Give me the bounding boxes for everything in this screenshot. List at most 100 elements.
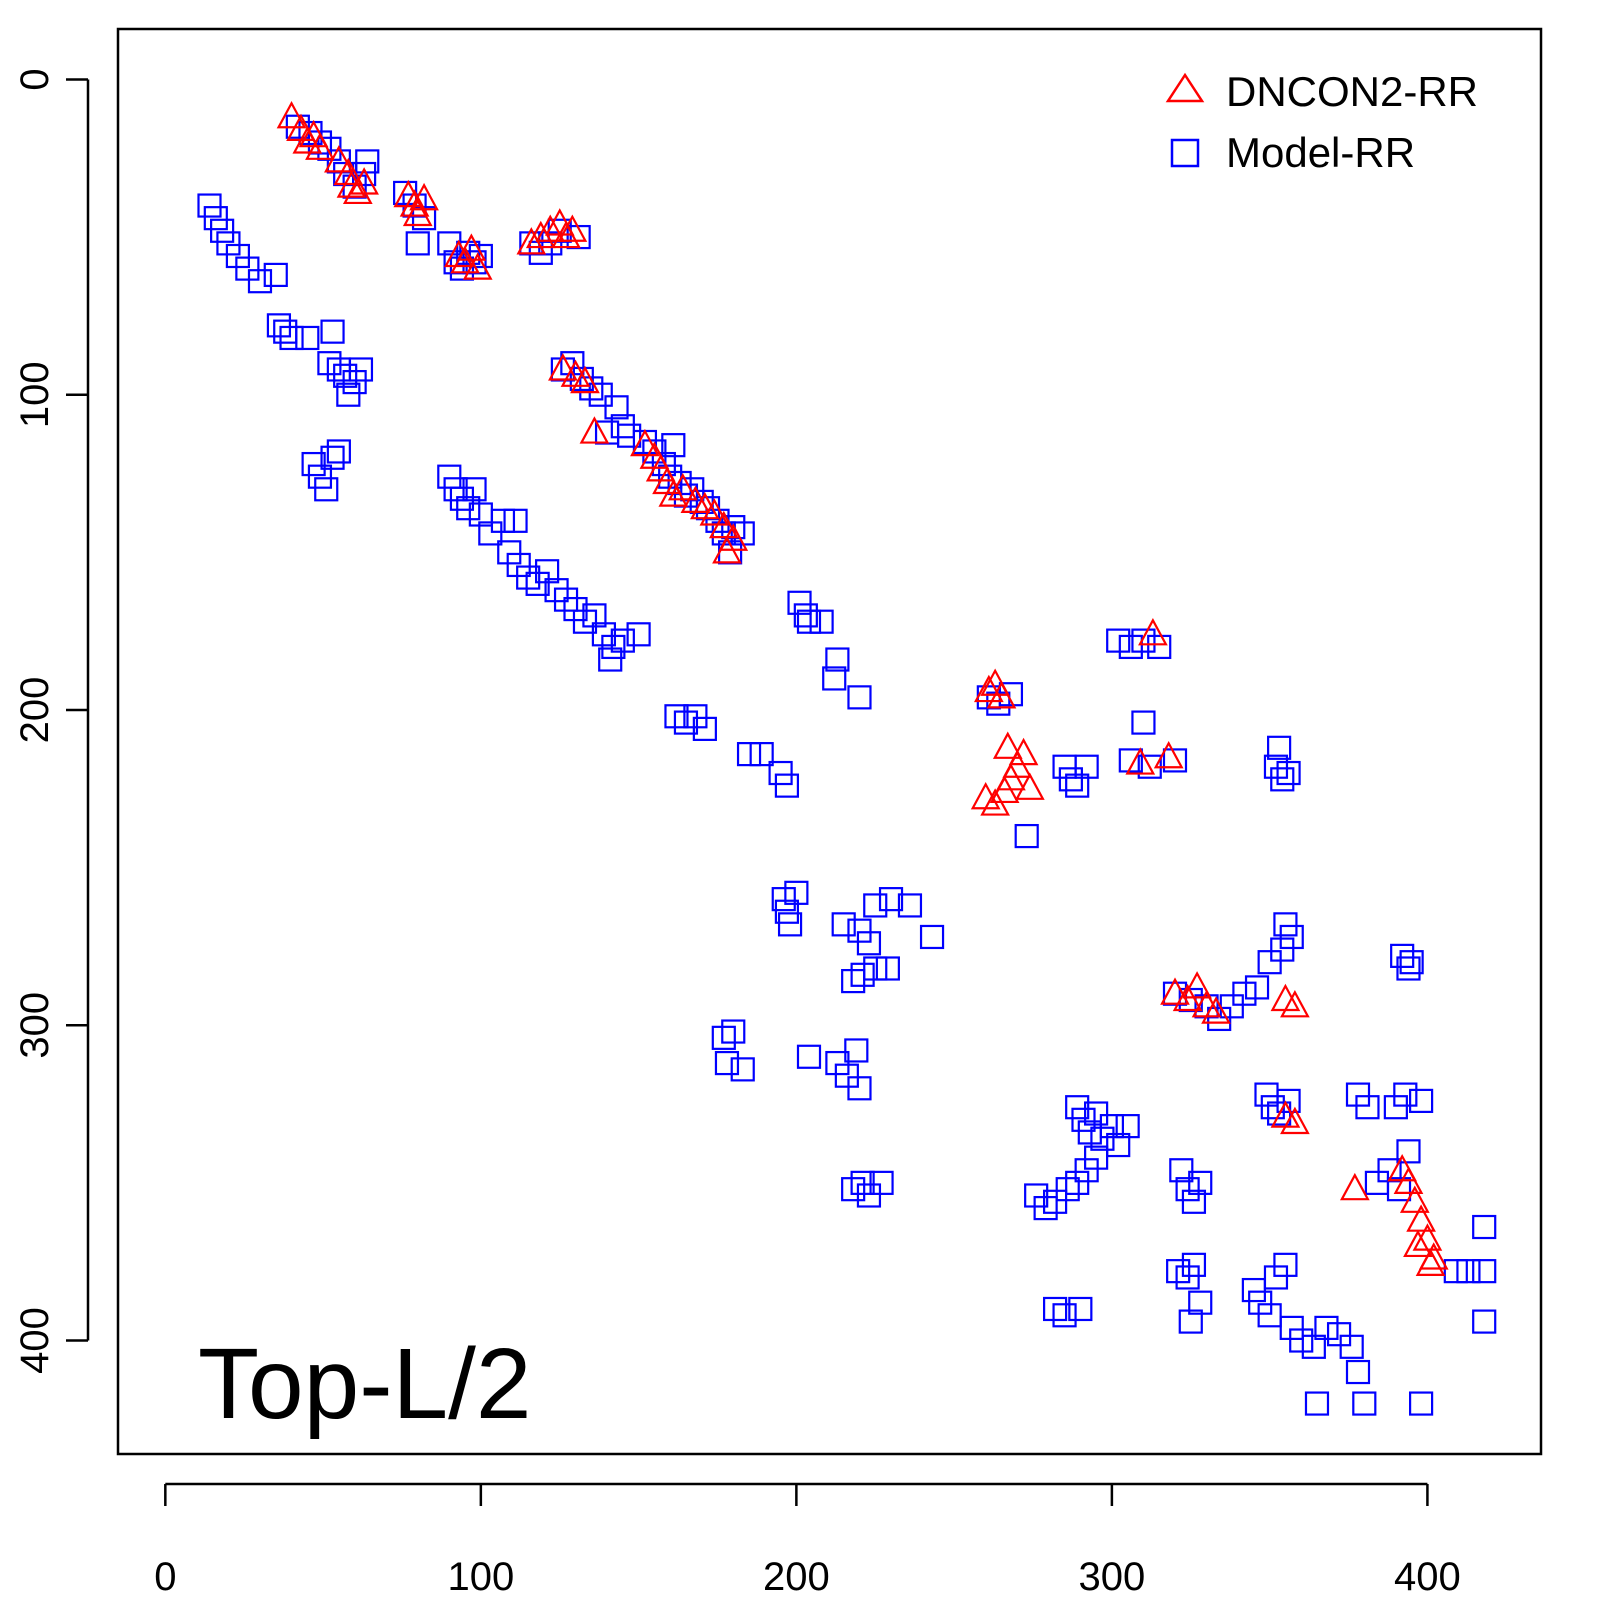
- model-rr-point: [661, 433, 686, 458]
- model-rr-point: [598, 647, 623, 672]
- dncon2-rr-point: [667, 472, 698, 501]
- model-rr-point: [673, 710, 699, 735]
- model-rr-point: [1396, 1139, 1421, 1164]
- model-rr-point: [1131, 628, 1156, 653]
- model-rr-point: [1409, 1391, 1434, 1416]
- y-axis: 0 100 200 300 400: [13, 68, 90, 1374]
- model-rr-point: [796, 1044, 822, 1069]
- model-rr-point: [516, 565, 541, 590]
- dncon2-rr-point: [305, 132, 335, 160]
- dncon2-rr-point: [399, 189, 430, 217]
- dncon2-rr-point: [1201, 996, 1231, 1024]
- dncon2-rr-point: [1182, 971, 1212, 999]
- dncon2-rr-point: [1153, 740, 1184, 769]
- model-rr-point: [1099, 1114, 1124, 1139]
- model-rr-point: [1248, 1290, 1273, 1315]
- model-rr-point: [768, 760, 793, 786]
- dncon2-rr-point: [1339, 1172, 1370, 1201]
- model-rr-point: [1162, 748, 1188, 773]
- model-rr-point: [266, 313, 292, 338]
- model-rr-point: [314, 477, 339, 502]
- y-tick-label: 400: [13, 1307, 57, 1374]
- dncon2-rr-point: [708, 510, 739, 539]
- dncon2-rr-point: [548, 353, 578, 381]
- model-rr-point: [525, 571, 550, 596]
- dncon2-rr-point: [579, 416, 610, 444]
- model-rr-point: [863, 956, 888, 981]
- model-rr-point: [317, 351, 342, 376]
- model-rr-point: [1263, 754, 1289, 779]
- model-rr-point: [320, 445, 345, 470]
- legend: DNCON2-RR Model-RR: [1165, 68, 1478, 176]
- dncon2-rr-point: [462, 252, 493, 280]
- model-rr-point: [736, 742, 762, 767]
- model-rr-point: [1383, 1095, 1408, 1120]
- model-rr-point: [1084, 1101, 1109, 1126]
- model-rr-point: [210, 218, 235, 243]
- model-rr-point: [443, 477, 468, 502]
- plot-points: [197, 100, 1497, 1416]
- model-rr-point: [850, 962, 875, 987]
- x-tick-label: 200: [763, 1555, 830, 1599]
- model-rr-point: [692, 716, 717, 741]
- model-rr-point: [1263, 1265, 1289, 1290]
- model-rr-point: [456, 496, 481, 521]
- model-rr-point: [1166, 1259, 1191, 1284]
- legend-marker-model-rr: [1170, 138, 1200, 168]
- dncon2-rr-point: [992, 731, 1023, 759]
- dncon2-rr-point: [1280, 990, 1310, 1018]
- dncon2-rr-point: [699, 498, 730, 526]
- dncon2-rr-point: [658, 479, 689, 507]
- model-rr-point: [1178, 1309, 1203, 1334]
- dncon2-rr-point: [276, 100, 307, 129]
- model-rr-point: [572, 609, 598, 634]
- model-rr-point: [1074, 1158, 1099, 1183]
- model-rr-point: [1345, 1082, 1371, 1107]
- model-rr-point: [793, 603, 818, 628]
- model-rr-point: [683, 704, 708, 729]
- model-rr-point: [1169, 1158, 1194, 1183]
- x-tick-label: 100: [447, 1555, 514, 1599]
- model-rr-point: [1065, 773, 1090, 798]
- model-rr-point: [809, 609, 834, 634]
- model-rr-point: [1090, 1126, 1115, 1151]
- model-rr-point: [1065, 1170, 1090, 1195]
- x-axis: 0 100 200 300 400: [154, 1482, 1461, 1599]
- model-rr-point: [1326, 1322, 1352, 1347]
- dncon2-rr-point: [402, 198, 433, 227]
- model-rr-point: [1052, 1303, 1077, 1328]
- model-rr-point: [355, 149, 380, 174]
- model-rr-point: [1409, 1088, 1434, 1114]
- model-rr-point: [749, 742, 774, 767]
- y-tick-label: 100: [13, 361, 57, 428]
- dncon2-rr-point: [443, 239, 474, 268]
- model-rr-point: [847, 685, 872, 710]
- model-rr-point: [1106, 1132, 1131, 1158]
- model-rr-point: [1301, 1334, 1326, 1359]
- model-rr-point: [875, 956, 900, 981]
- model-rr-point: [235, 256, 260, 281]
- model-rr-point: [856, 1183, 882, 1208]
- model-rr-point: [1115, 1114, 1140, 1139]
- model-rr-point: [1147, 634, 1172, 660]
- model-rr-point: [1276, 760, 1301, 786]
- model-rr-point: [197, 193, 222, 218]
- plot-frame: [116, 27, 1543, 1456]
- model-rr-point: [307, 464, 333, 489]
- model-rr-point: [1267, 735, 1292, 760]
- model-rr-point: [831, 912, 856, 937]
- model-rr-point: [1352, 1391, 1377, 1416]
- dncon2-rr-point: [292, 126, 323, 154]
- model-rr-point: [1241, 1277, 1266, 1303]
- model-rr-point: [897, 893, 923, 918]
- model-rr-point: [1181, 1252, 1207, 1277]
- dncon2-rr-point: [1406, 1204, 1436, 1232]
- dncon2-rr-point: [1015, 772, 1045, 800]
- x-tick-label: 400: [1394, 1555, 1461, 1599]
- model-rr-point: [503, 508, 528, 533]
- model-rr-point: [1042, 1189, 1068, 1214]
- model-rr-point: [333, 363, 358, 388]
- model-rr-point: [1118, 748, 1143, 773]
- model-rr-point: [796, 609, 822, 634]
- series-dncon2-rr: [276, 100, 1449, 1276]
